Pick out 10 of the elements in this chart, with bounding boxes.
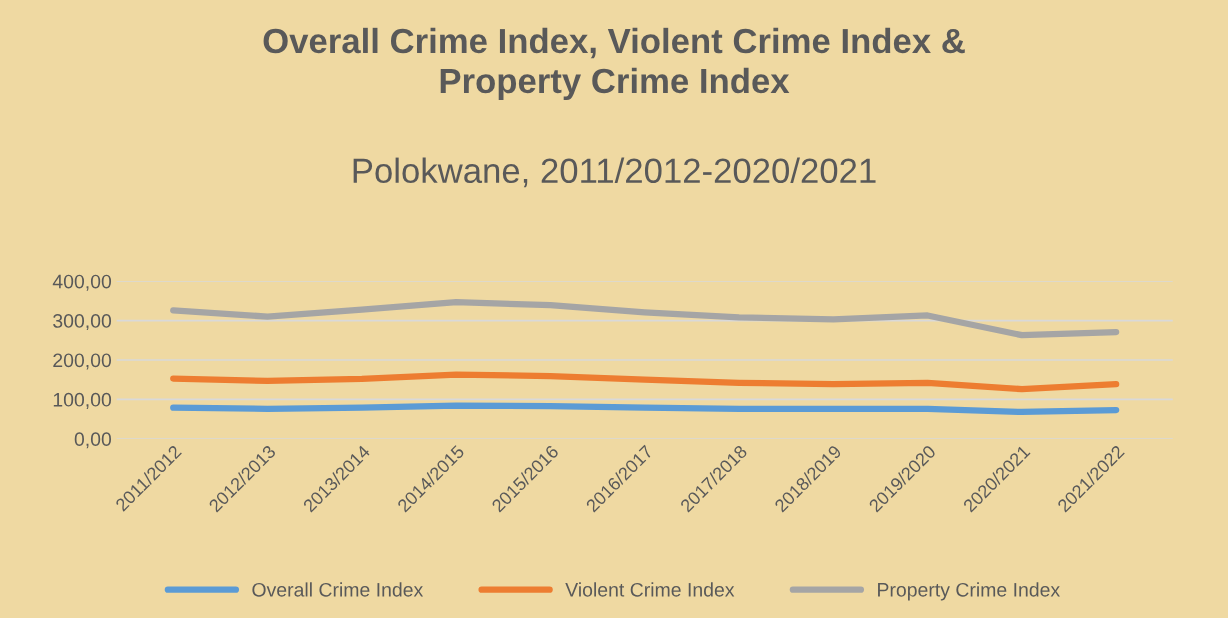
chart-title: Overall Crime Index, Violent Crime Index & Property Crime Index [263,27,965,101]
y-tick-label: 300,00 [53,314,112,331]
y-tick-label: 400,00 [52,274,112,291]
y-tick-label: 0,00 [74,432,112,449]
y-tick-label: 200,00 [53,353,112,370]
chart-subtitle: Polokwane, 2011/2012-2020/2021 [353,157,876,188]
legend-label: Overall Crime Index [252,582,424,597]
legend-label: Violent Crime Index [565,582,735,597]
y-tick-label: 100,00 [53,392,112,409]
legend-label: Property Crime Index [878,582,1060,601]
